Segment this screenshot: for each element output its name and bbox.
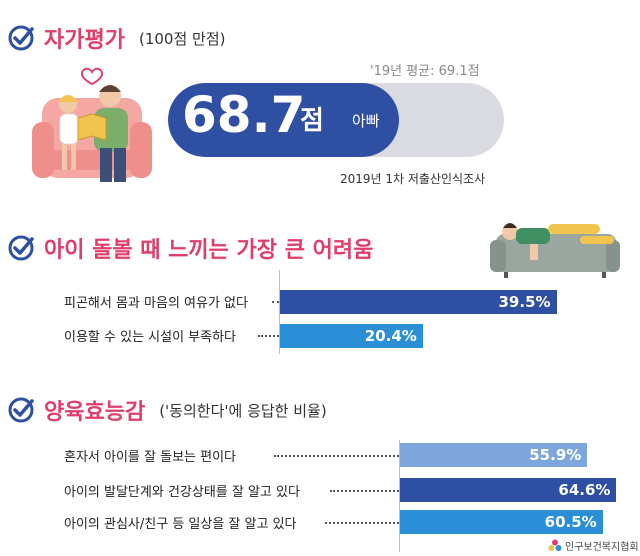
section-title: 아이 돌볼 때 느끼는 가장 큰 어려움	[44, 238, 374, 263]
leader-dots	[258, 335, 279, 337]
check-circle-icon	[8, 397, 34, 423]
bar-daily-life	[400, 510, 603, 534]
section-title: 자가평가	[44, 28, 125, 53]
source-note: 2019년 1차 저출산인식조사	[340, 172, 486, 186]
organization-logo: 인구보건복지협회	[548, 538, 639, 553]
resting-parent-illustration	[490, 223, 620, 278]
bar-value-development: 64.6%	[558, 481, 611, 499]
bar-development	[400, 478, 617, 502]
score-gauge	[168, 83, 504, 157]
axis-line	[399, 440, 400, 552]
bar-tired	[280, 290, 557, 314]
check-circle-icon	[8, 235, 34, 261]
leader-dots	[274, 455, 399, 457]
bar-label-solo-care: 혼자서 아이를 잘 돌보는 편이다	[64, 450, 237, 465]
bar-solo-care	[400, 443, 588, 467]
leader-dots	[272, 301, 279, 303]
organization-name: 인구보건복지협회	[565, 542, 639, 553]
parent-child-illustration	[32, 67, 152, 182]
score-respondent: 아빠	[352, 112, 380, 130]
bar-label-development: 아이의 발달단계와 건강상태를 잘 알고 있다	[64, 485, 300, 500]
bar-value-solo-care: 55.9%	[529, 446, 582, 464]
section-title: 양육효능감	[44, 400, 146, 425]
flower-logo-icon	[548, 539, 562, 551]
bar-value-tired: 39.5%	[498, 293, 551, 311]
bar-label-tired: 피곤해서 몸과 마음의 여유가 없다	[64, 296, 248, 311]
section-difficulty-header: 아이 돌볼 때 느끼는 가장 큰 어려움	[8, 232, 373, 264]
average-score-note: '19년 평균: 69.1점	[370, 64, 480, 79]
section-self-evaluation-header: 자가평가 (100점 만점)	[8, 22, 225, 54]
check-circle-icon	[8, 25, 34, 51]
bar-label-facility: 이용할 수 있는 시설이 부족하다	[64, 330, 237, 345]
bar-label-daily-life: 아이의 관심사/친구 등 일상을 잘 알고 있다	[64, 517, 297, 532]
section-subtitle: (100점 만점)	[138, 29, 226, 48]
axis-line	[279, 270, 280, 354]
score-unit: 점	[300, 106, 324, 136]
score-gauge-fill	[168, 83, 399, 157]
bar-facility	[280, 324, 423, 348]
leader-dots	[325, 522, 399, 524]
section-subtitle: ('동의한다'에 응답한 비율)	[159, 401, 327, 420]
heart-icon	[80, 67, 104, 86]
bar-value-daily-life: 60.5%	[544, 513, 597, 531]
section-parenting-efficacy-header: 양육효능감 ('동의한다'에 응답한 비율)	[8, 394, 327, 426]
score-value: 68.7	[182, 86, 306, 144]
bar-value-facility: 20.4%	[364, 327, 417, 345]
leader-dots	[330, 490, 399, 492]
